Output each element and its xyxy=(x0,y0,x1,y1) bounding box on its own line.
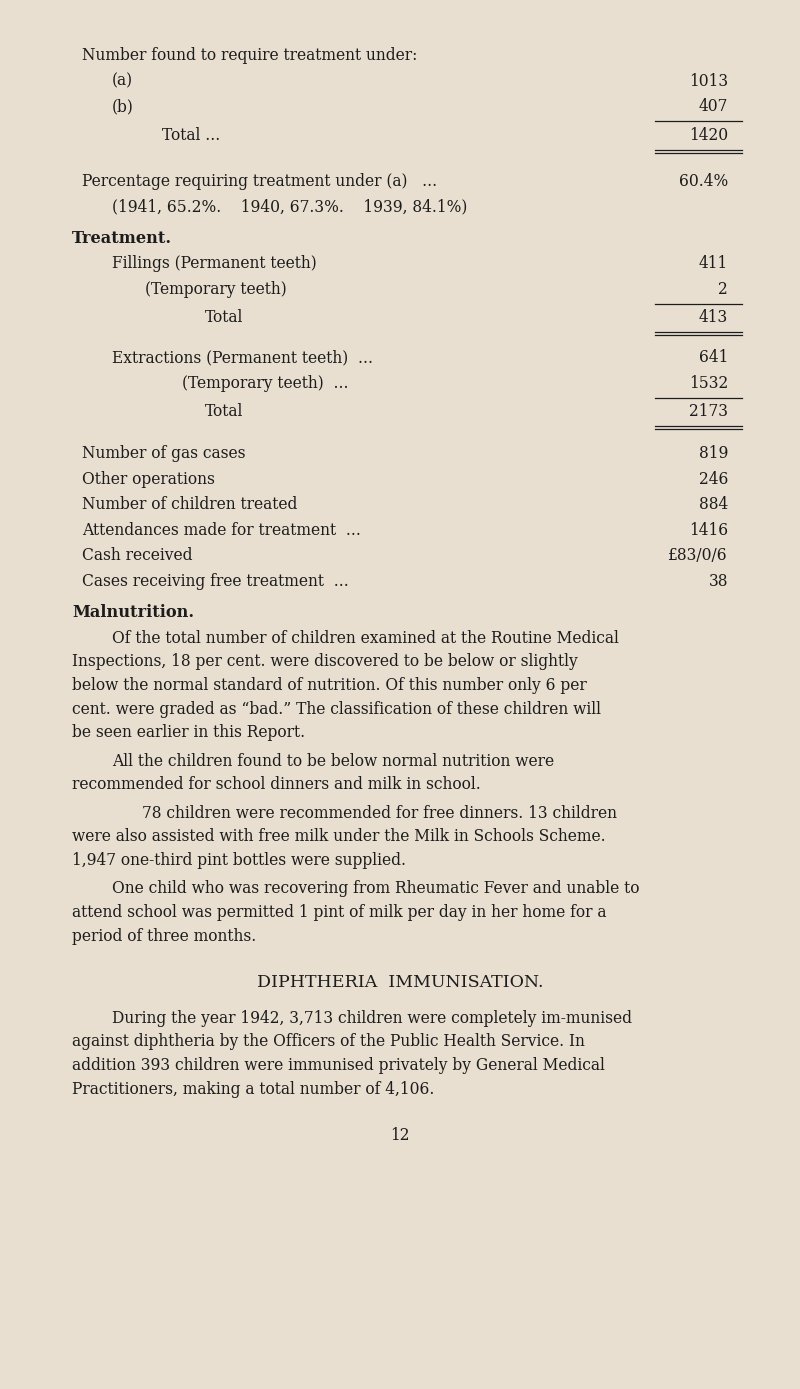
Text: 1420: 1420 xyxy=(689,126,728,143)
Text: cent. were graded as “bad.” The classification of these children will: cent. were graded as “bad.” The classifi… xyxy=(72,700,601,718)
Text: (Temporary teeth)  ...: (Temporary teeth) ... xyxy=(182,375,349,392)
Text: Malnutrition.: Malnutrition. xyxy=(72,604,194,621)
Text: Total: Total xyxy=(205,308,243,326)
Text: (Temporary teeth): (Temporary teeth) xyxy=(145,281,286,297)
Text: Extractions (Permanent teeth)  ...: Extractions (Permanent teeth) ... xyxy=(112,349,373,365)
Text: 407: 407 xyxy=(698,99,728,115)
Text: attend school was permitted 1 pint of milk per day in her home for a: attend school was permitted 1 pint of mi… xyxy=(72,904,606,921)
Text: DIPHTHERIA  IMMUNISATION.: DIPHTHERIA IMMUNISATION. xyxy=(257,974,543,992)
Text: 413: 413 xyxy=(698,308,728,326)
Text: 819: 819 xyxy=(698,444,728,463)
Text: Percentage requiring treatment under (a)   ...: Percentage requiring treatment under (a)… xyxy=(82,172,437,189)
Text: 1532: 1532 xyxy=(689,375,728,392)
Text: 12: 12 xyxy=(390,1126,410,1145)
Text: Attendances made for treatment  ...: Attendances made for treatment ... xyxy=(82,521,361,539)
Text: Treatment.: Treatment. xyxy=(72,229,172,246)
Text: against diphtheria by the Officers of the Public Health Service. In: against diphtheria by the Officers of th… xyxy=(72,1033,585,1050)
Text: 884: 884 xyxy=(698,496,728,513)
Text: 78 children were recommended for free dinners. 13 children: 78 children were recommended for free di… xyxy=(142,804,617,822)
Text: (1941, 65.2%.    1940, 67.3%.    1939, 84.1%): (1941, 65.2%. 1940, 67.3%. 1939, 84.1%) xyxy=(112,199,467,215)
Text: period of three months.: period of three months. xyxy=(72,928,256,945)
Text: below the normal standard of nutrition. Of this number only 6 per: below the normal standard of nutrition. … xyxy=(72,676,586,694)
Text: 60.4%: 60.4% xyxy=(678,172,728,189)
Text: 2173: 2173 xyxy=(689,403,728,419)
Text: Number of gas cases: Number of gas cases xyxy=(82,444,246,463)
Text: Fillings (Permanent teeth): Fillings (Permanent teeth) xyxy=(112,256,317,272)
Text: 641: 641 xyxy=(698,349,728,365)
Text: 1,947 one-third pint bottles were supplied.: 1,947 one-third pint bottles were suppli… xyxy=(72,851,406,870)
Text: Inspections, 18 per cent. were discovered to be below or slightly: Inspections, 18 per cent. were discovere… xyxy=(72,653,578,671)
Text: 411: 411 xyxy=(698,256,728,272)
Text: Number found to require treatment under:: Number found to require treatment under: xyxy=(82,47,418,64)
Text: Cases receiving free treatment  ...: Cases receiving free treatment ... xyxy=(82,572,349,589)
Text: All the children found to be below normal nutrition were: All the children found to be below norma… xyxy=(112,753,554,770)
Text: £83/0/6: £83/0/6 xyxy=(668,547,728,564)
Text: were also assisted with free milk under the Milk in Schools Scheme.: were also assisted with free milk under … xyxy=(72,828,606,846)
Text: One child who was recovering from Rheumatic Fever and unable to: One child who was recovering from Rheuma… xyxy=(112,881,639,897)
Text: 38: 38 xyxy=(709,572,728,589)
Text: be seen earlier in this Report.: be seen earlier in this Report. xyxy=(72,724,305,742)
Text: Number of children treated: Number of children treated xyxy=(82,496,298,513)
Text: addition 393 children were immunised privately by General Medical: addition 393 children were immunised pri… xyxy=(72,1057,605,1074)
Text: 1013: 1013 xyxy=(689,72,728,89)
Text: recommended for school dinners and milk in school.: recommended for school dinners and milk … xyxy=(72,776,481,793)
Text: Practitioners, making a total number of 4,106.: Practitioners, making a total number of … xyxy=(72,1081,434,1097)
Text: Cash received: Cash received xyxy=(82,547,193,564)
Text: Total ...: Total ... xyxy=(162,126,220,143)
Text: 2: 2 xyxy=(718,281,728,297)
Text: Other operations: Other operations xyxy=(82,471,215,488)
Text: (b): (b) xyxy=(112,99,134,115)
Text: 1416: 1416 xyxy=(689,521,728,539)
Text: 246: 246 xyxy=(698,471,728,488)
Text: (a): (a) xyxy=(112,72,133,89)
Text: During the year 1942, 3,713 children were completely im­munised: During the year 1942, 3,713 children wer… xyxy=(112,1010,632,1026)
Text: Of the total number of children examined at the Routine Medical: Of the total number of children examined… xyxy=(112,629,619,646)
Text: Total: Total xyxy=(205,403,243,419)
